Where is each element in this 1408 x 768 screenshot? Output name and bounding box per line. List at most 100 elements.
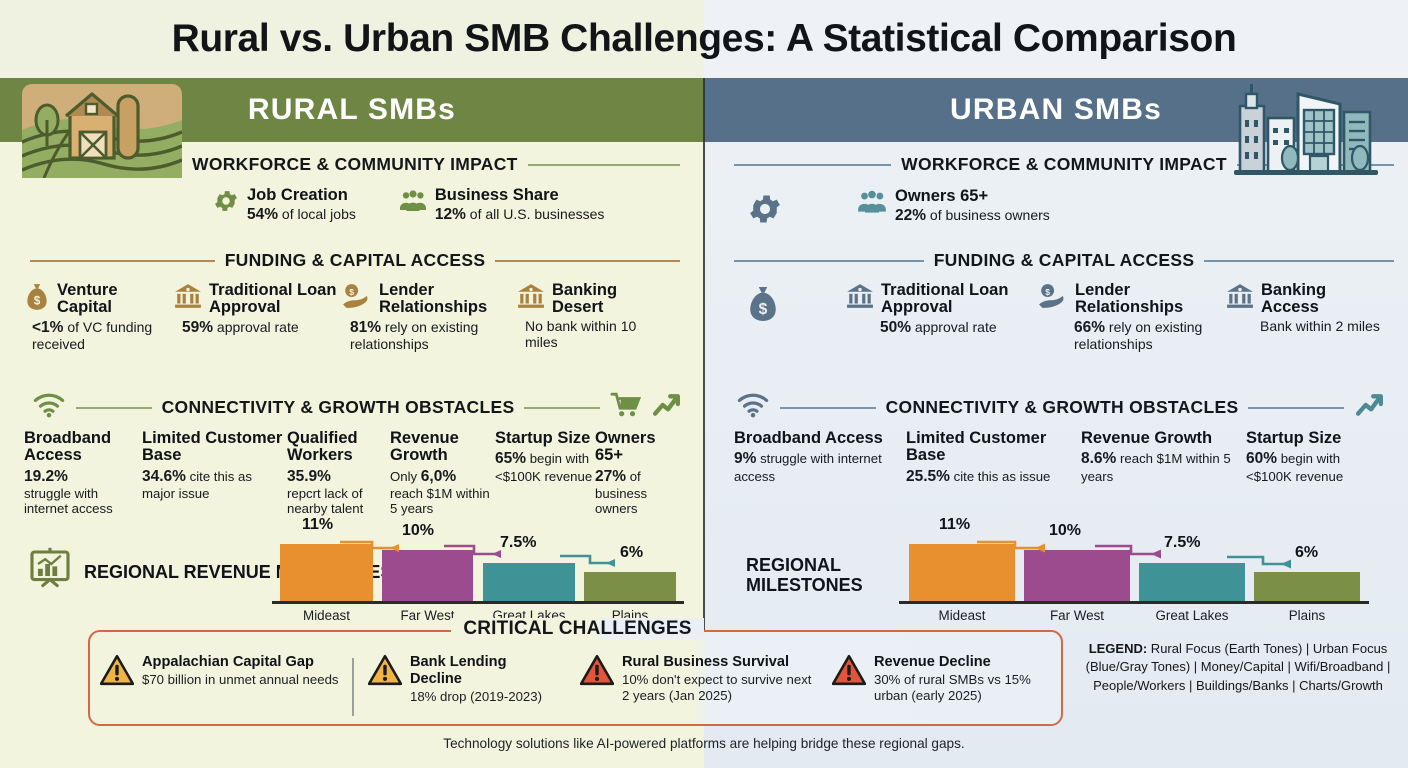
conn-desc: repcrt lack of nearby talent	[287, 485, 364, 517]
wifi-icon	[32, 392, 66, 423]
stat-title: Banking Desert	[552, 281, 618, 317]
stat-desc: approval rate	[216, 318, 299, 335]
conn-title: Qualified Workers	[287, 429, 358, 465]
conn-body: 65% begin with <$100K revenue	[495, 450, 595, 484]
bar-far-west	[382, 550, 473, 601]
rural-column: WORKFORCE & COMMUNITY IMPACT Job Creatio…	[0, 142, 704, 630]
hand-coin-icon: $	[342, 282, 372, 317]
people-icon	[856, 188, 888, 221]
warning-yellow-icon	[99, 654, 135, 691]
bar-plains	[584, 572, 676, 601]
bar-category-mideast: Mideast	[938, 608, 986, 623]
rural-workforce-heading-label: WORKFORCE & COMMUNITY IMPACT	[192, 154, 518, 174]
bar-value-plains: 6%	[620, 544, 644, 561]
warning-red-icon	[831, 654, 867, 691]
money-bag-icon: $	[24, 282, 50, 317]
conn-broadband-access: Broadband Access 9% struggle with intern…	[734, 429, 906, 486]
conn-title: Revenue Growth	[1081, 429, 1213, 447]
divider-rule	[30, 259, 215, 262]
stat-value: 22%	[895, 207, 927, 225]
stat-value: 59%	[182, 318, 214, 336]
stat-lender-relationships: $ Lender Relationships 81% rely on exist…	[342, 281, 517, 352]
conn-lead: Only	[390, 468, 418, 484]
conn-value: 65%	[495, 450, 527, 468]
rural-connectivity-grid: Broadband Access 19.2% struggle with inte…	[24, 429, 690, 517]
stat-traditional-loan-approval: Traditional Loan Approval 50% approval r…	[846, 281, 1038, 352]
divider-rule	[524, 406, 601, 409]
conn-desc: begin with <$100K revenue	[1246, 451, 1344, 484]
growth-arrow-icon	[1354, 392, 1386, 423]
warning-red-icon	[579, 654, 615, 691]
conn-body: 34.6% cite this as major issue	[142, 468, 287, 502]
gear-icon	[212, 187, 240, 220]
hand-coin-icon: $	[1038, 282, 1068, 317]
divider	[352, 658, 354, 716]
conn-desc: struggle with internet access	[24, 485, 113, 517]
bank-icon	[1226, 282, 1254, 315]
stat-sub: 12% of all U.S. businesses	[435, 206, 605, 224]
stat-business-share: Business Share 12% of all U.S. businesse…	[398, 186, 605, 224]
urban-workforce-heading-label: WORKFORCE & COMMUNITY IMPACT	[901, 154, 1227, 174]
conn-body: 8.6% reach $1M within 5 years	[1081, 450, 1246, 484]
stat-value: 81%	[350, 319, 382, 336]
conn-value: 25.5%	[906, 467, 950, 485]
bar-value-far-west: 10%	[1049, 522, 1082, 539]
stat-sub: 59% approval rate	[182, 319, 342, 337]
stat-value: 54%	[247, 206, 279, 224]
rural-funding-stats: $ Venture Capital <1% of VC funding rece…	[24, 281, 684, 352]
money-bag-icon: $	[746, 284, 780, 329]
urban-regional-milestones-chart: 11% 10% 7.5% 6% Mideast Far West Great L…	[899, 516, 1369, 628]
farm-barn-icon	[21, 84, 183, 179]
stat-desc: of all U.S. businesses	[469, 206, 605, 223]
urban-banner-label: URBAN SMBs	[949, 93, 1162, 126]
critical-challenges-items: Appalachian Capital Gap $70 billion in u…	[90, 654, 1065, 726]
conn-title: Limited Customer Base	[142, 429, 283, 465]
bar-category-far-west: Far West	[1049, 608, 1105, 623]
conn-value: 60%	[1246, 450, 1278, 468]
conn-qualified-workers: Qualified Workers 35.9% repcrt lack of ne…	[287, 429, 390, 517]
stat-title: Business Share	[434, 186, 559, 204]
bar-value-mideast: 11%	[939, 516, 971, 533]
bar-value-plains: 6%	[1295, 544, 1319, 561]
critical-item-rural-business-survival: Rural Business Survival 10% don't expect…	[570, 654, 822, 726]
stat-title: Lender Relationships	[1075, 281, 1184, 317]
critical-item-bank-lending-decline: Bank Lending Decline 18% drop (2019-2023…	[352, 654, 570, 726]
divider-rule	[527, 163, 680, 166]
bar-category-far-west: Far West	[400, 608, 455, 623]
divider-rule	[734, 163, 892, 166]
stat-sub: 66% rely on existing relationships	[1074, 319, 1226, 352]
shopping-cart-icon	[610, 392, 642, 423]
conn-title: Startup Size	[495, 429, 591, 447]
conn-value: 8.6%	[1081, 450, 1117, 468]
people-icon	[398, 187, 428, 220]
stat-title: Venture Capital	[57, 281, 118, 317]
conn-title: Startup Size	[1246, 429, 1342, 447]
critical-title: Appalachian Capital Gap	[142, 654, 314, 670]
stat-sub: <1% of VC funding received	[32, 319, 174, 352]
conn-value: 27%	[595, 467, 627, 485]
critical-desc: 10% don't expect to survive next 2 years…	[622, 671, 812, 703]
title-left-bg	[0, 0, 704, 78]
bar-plains	[1254, 572, 1360, 601]
urban-funding-stats: Traditional Loan Approval 50% approval r…	[846, 281, 1396, 352]
bar-value-far-west: 10%	[402, 522, 435, 539]
bank-icon	[846, 282, 874, 315]
stat-desc: of local jobs	[281, 206, 356, 223]
conn-value: 9%	[734, 450, 757, 468]
divider-rule	[1248, 406, 1345, 409]
urban-connectivity-grid: Broadband Access 9% struggle with intern…	[734, 429, 1394, 486]
urban-connectivity-heading: CONNECTIVITY & GROWTH OBSTACLES	[736, 392, 1386, 423]
critical-desc: $70 billion in unmet annual needs	[142, 671, 339, 687]
stat-sub: 81% rely on existing relationships	[350, 319, 517, 352]
divider-rule	[495, 259, 681, 262]
conn-body: 25.5% cite this as issue	[906, 468, 1081, 486]
stat-value: 66%	[1074, 319, 1106, 336]
urban-funding-heading-label: FUNDING & CAPITAL ACCESS	[933, 250, 1195, 270]
conn-value: 6,0%	[420, 467, 457, 485]
svg-text:$: $	[349, 287, 354, 297]
conn-title: Broadband Access	[24, 429, 112, 465]
conn-title: Broadband Access	[734, 429, 883, 447]
svg-text:$: $	[759, 301, 768, 318]
critical-challenges-title: CRITICAL CHALLENGES	[90, 618, 1065, 640]
